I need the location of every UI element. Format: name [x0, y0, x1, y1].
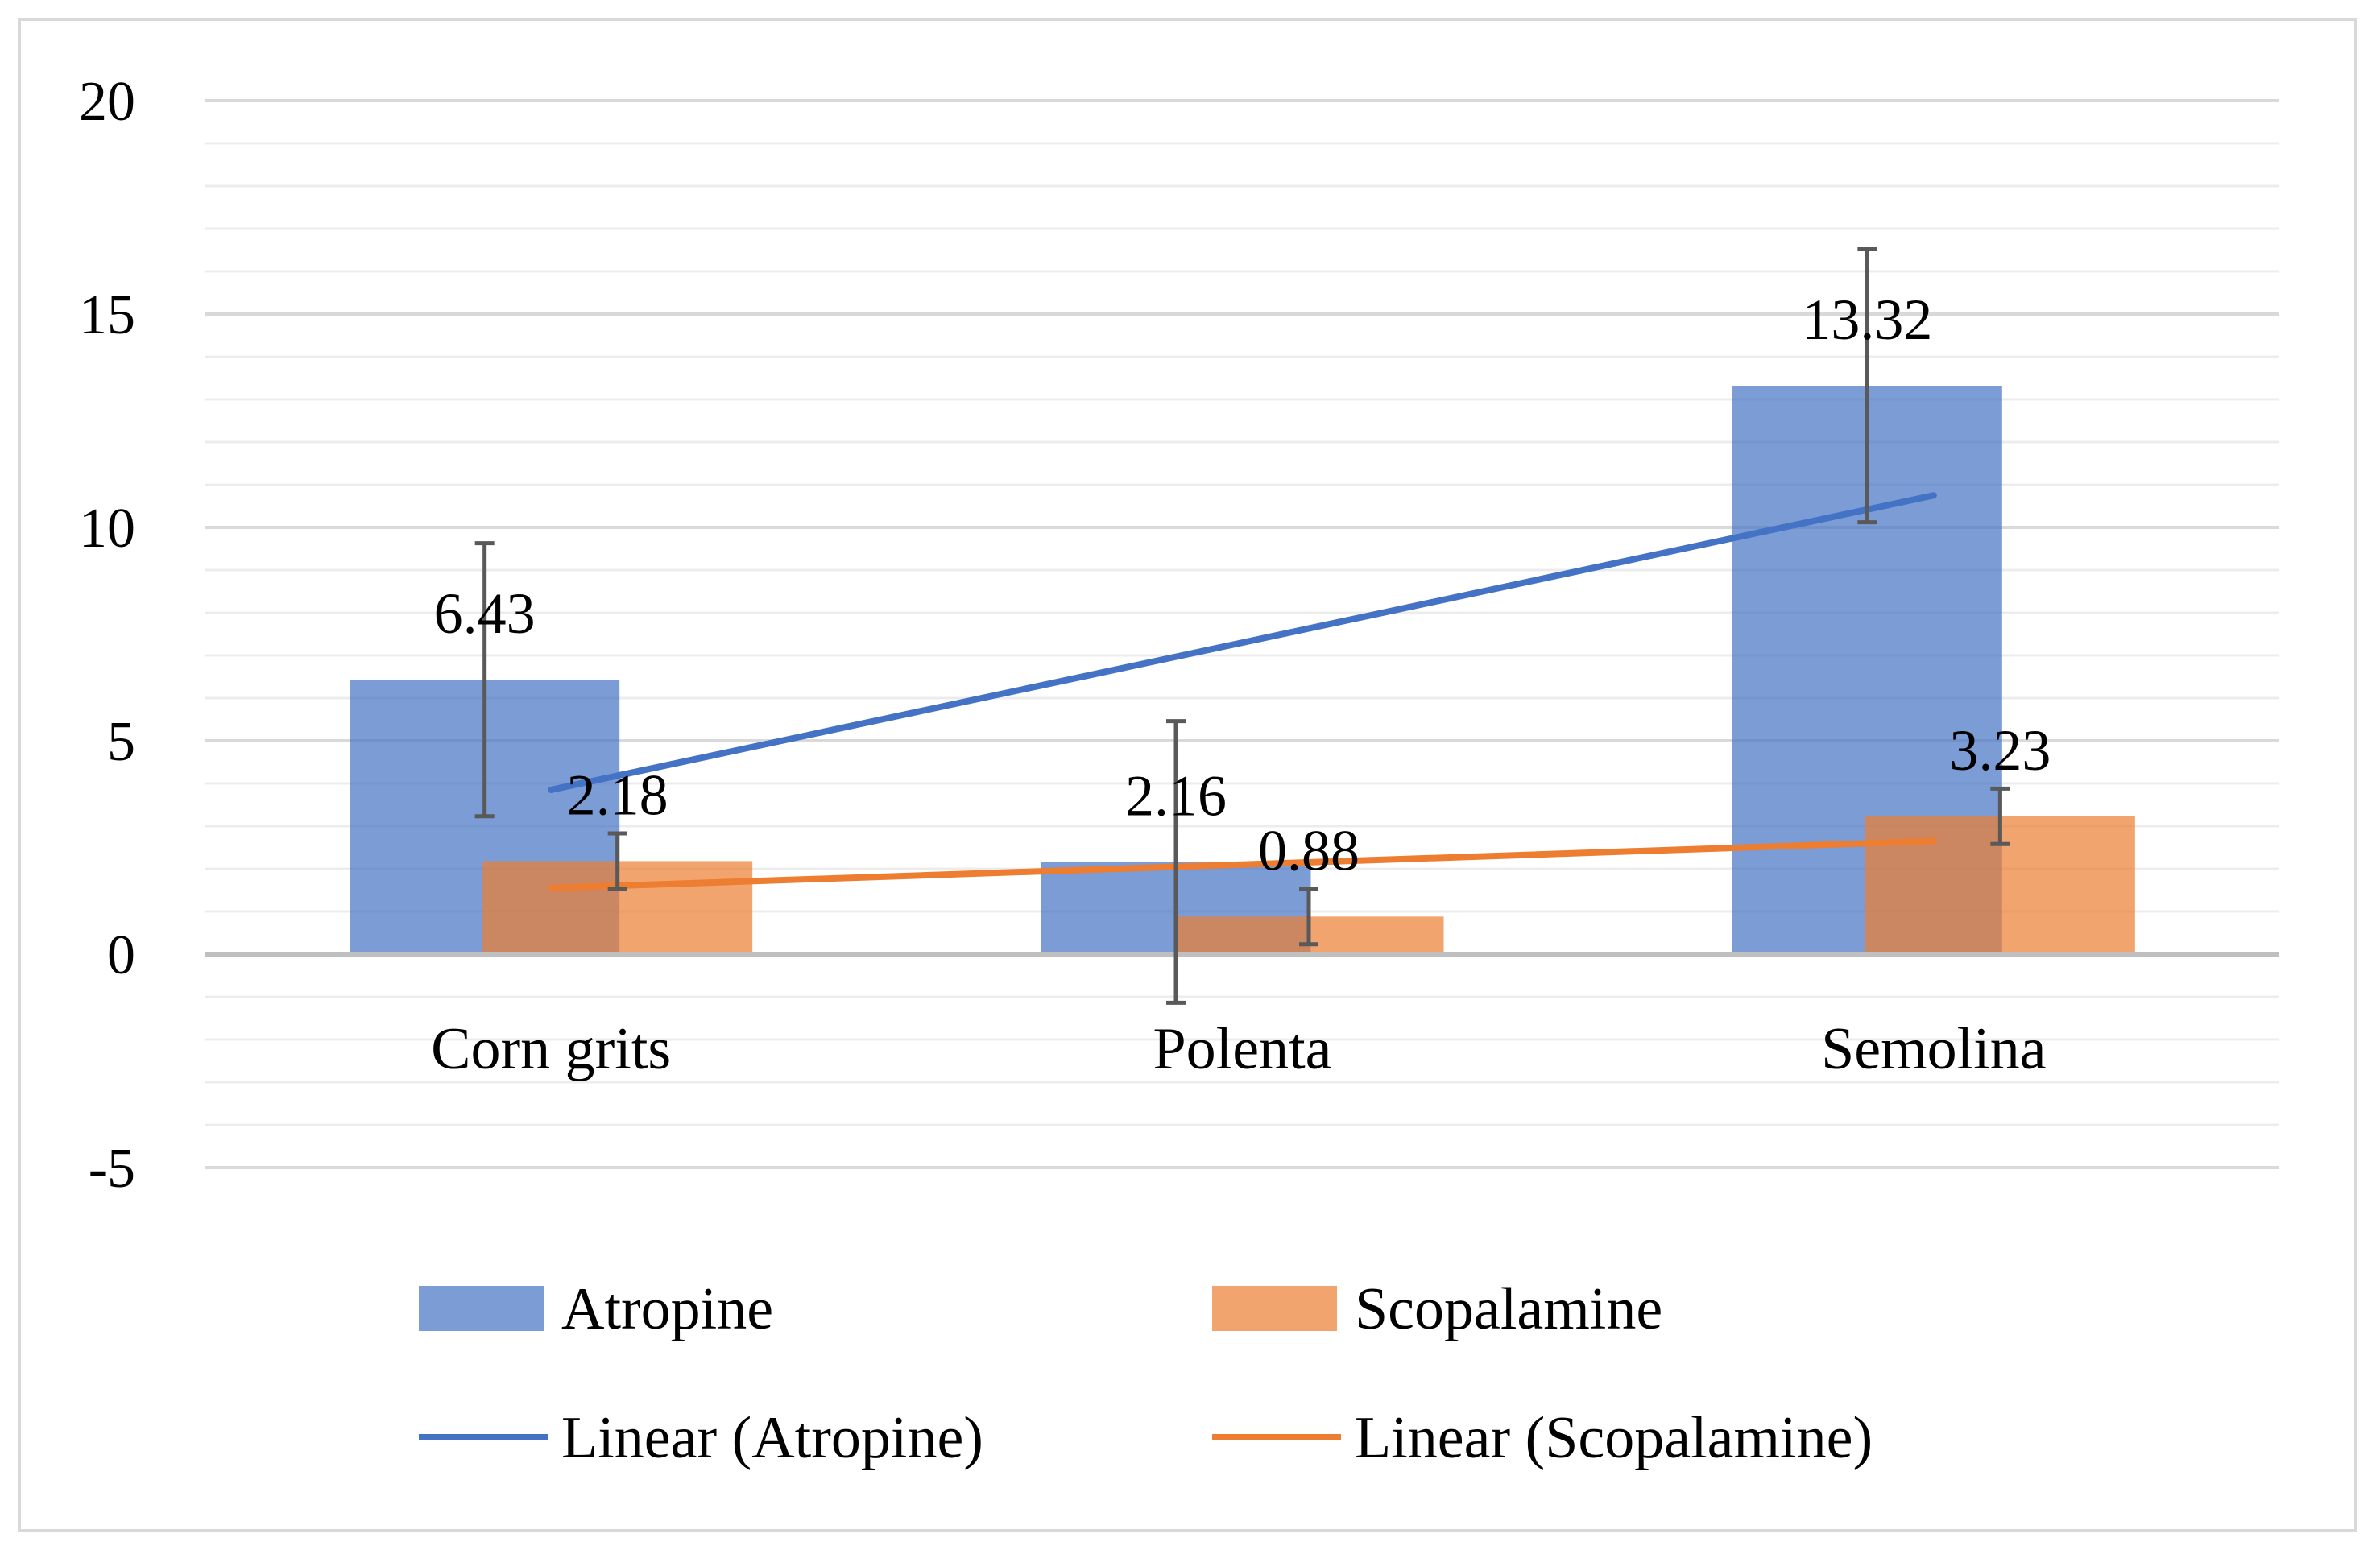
y-axis: 20 15 10 5 0 -5 [79, 71, 135, 1200]
trendlines [548, 492, 1937, 891]
trendline-scopalamine [548, 837, 1937, 891]
legend-label: Scopalamine [1355, 1276, 1662, 1342]
data-labels: 6.43 2.16 13.32 2.18 0.88 3.23 [434, 287, 2051, 882]
legend-label: Linear (Scopalamine) [1355, 1405, 1873, 1471]
category-label: Semolina [1821, 1016, 2047, 1082]
category-label: Polenta [1153, 1016, 1332, 1082]
data-label: 6.43 [434, 581, 536, 646]
trendline-atropine [548, 492, 1937, 793]
error-bar [1299, 887, 1318, 947]
legend-label: Atropine [561, 1276, 773, 1342]
y-tick-label: 0 [107, 924, 135, 986]
data-label: 0.88 [1258, 818, 1360, 882]
legend-entry: Linear (Scopalamine) [1212, 1405, 1873, 1471]
y-tick-label: 10 [79, 498, 135, 560]
error-bar [607, 831, 627, 891]
error-bar [1857, 246, 1877, 525]
error-bar [1166, 719, 1186, 1005]
legend-entry: Linear (Atropine) [419, 1405, 983, 1471]
error-bar [474, 541, 495, 819]
data-label: 13.32 [1802, 287, 1932, 352]
category-label: Corn grits [431, 1016, 671, 1082]
legend-label: Linear (Atropine) [561, 1405, 983, 1471]
legend-entry: Atropine [419, 1276, 773, 1342]
y-tick-label: 20 [79, 71, 135, 133]
legend-swatch [1212, 1286, 1337, 1331]
legend-entry: Scopalamine [1212, 1276, 1662, 1342]
error-bar [1990, 786, 2010, 846]
data-label: 2.18 [567, 763, 668, 827]
y-tick-label: -5 [89, 1138, 135, 1200]
data-label: 3.23 [1949, 718, 2051, 783]
y-tick-label: 15 [79, 284, 135, 346]
y-tick-label: 5 [107, 711, 135, 773]
legend: Atropine Scopalamine Linear (Atropine) Line… [419, 1276, 1873, 1471]
category-labels: Corn grits Polenta Semolina [431, 1016, 2046, 1082]
legend-swatch [419, 1286, 544, 1331]
data-label: 2.16 [1125, 764, 1227, 829]
error-bars [474, 246, 2010, 1005]
